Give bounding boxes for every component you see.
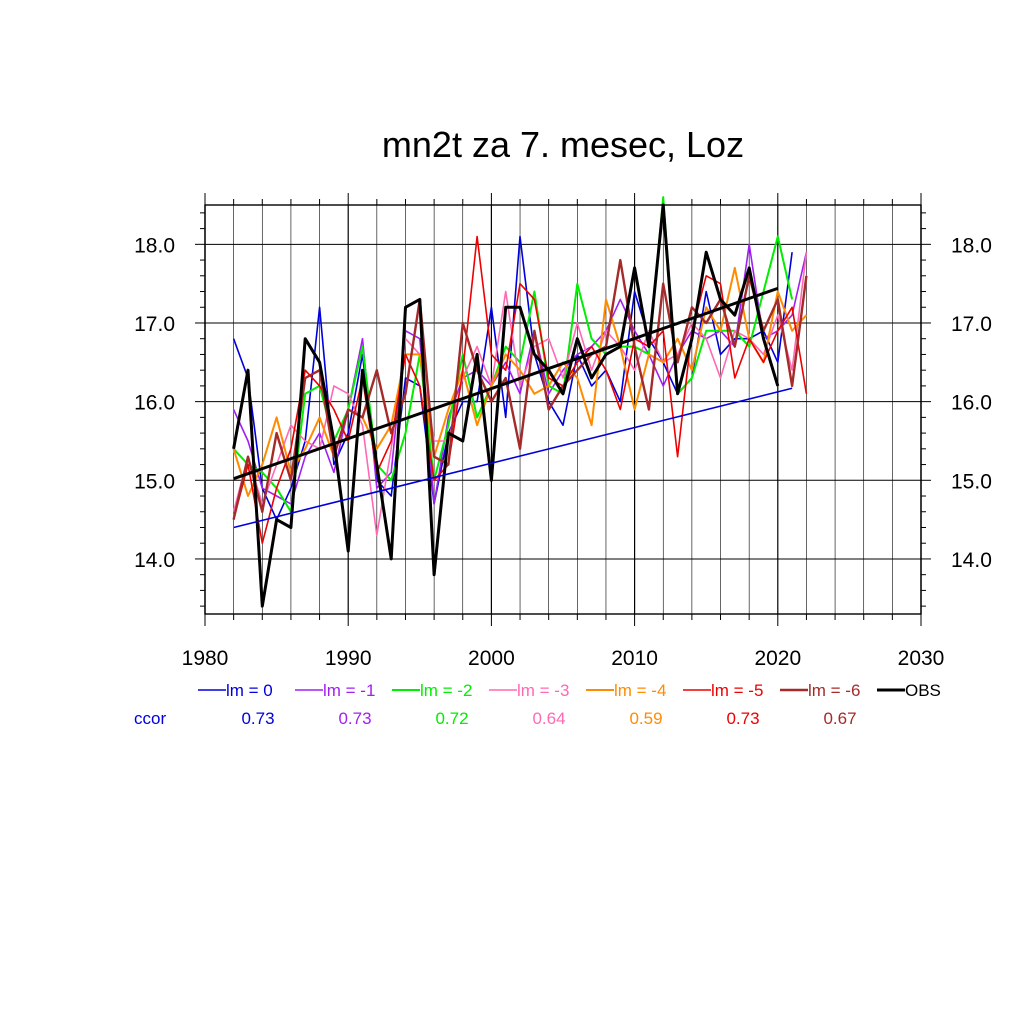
x-tick-label: 2030 bbox=[898, 647, 945, 670]
legend-label-lm-6: lm = -6 bbox=[808, 681, 860, 700]
y-tick-label-left: 14.0 bbox=[134, 549, 175, 572]
grid-lines bbox=[204, 205, 922, 614]
ccor-value-lm-4: 0.59 bbox=[629, 709, 662, 728]
y-tick-label-left: 17.0 bbox=[134, 313, 175, 336]
series-line-lm-5 bbox=[232, 235, 808, 545]
legend-label-lm-0: lm = 0 bbox=[226, 681, 273, 700]
ccor-label: ccor bbox=[134, 709, 166, 728]
y-tick-label-right: 18.0 bbox=[951, 234, 992, 257]
legend-label-lm-2: lm = -2 bbox=[420, 681, 472, 700]
legend-label-lm-1: lm = -1 bbox=[323, 681, 375, 700]
legend-label-obs: OBS bbox=[905, 681, 941, 700]
legend-label-lm-5: lm = -5 bbox=[711, 681, 763, 700]
data-series bbox=[232, 196, 808, 608]
series-line-obs bbox=[232, 203, 780, 608]
ccor-value-lm-6: 0.67 bbox=[823, 709, 856, 728]
chart-title: mn2t za 7. mesec, Loz bbox=[382, 124, 744, 165]
ccor-value-lm-0: 0.73 bbox=[241, 709, 274, 728]
legend: ccor lm = 0 0.73 lm = -1 0.73 lm = -2 0.72 lm =… bbox=[134, 681, 941, 728]
trend-line-lm-0 bbox=[233, 387, 793, 529]
x-tick-label: 2020 bbox=[754, 647, 801, 670]
x-tick-label: 1980 bbox=[182, 647, 229, 670]
series-line-lm-6 bbox=[232, 258, 808, 520]
y-tick-label-right: 17.0 bbox=[951, 313, 992, 336]
x-tick-label: 1990 bbox=[325, 647, 372, 670]
ccor-value-lm-5: 0.73 bbox=[726, 709, 759, 728]
legend-label-lm-4: lm = -4 bbox=[614, 681, 666, 700]
y-tick-label-right: 15.0 bbox=[951, 470, 992, 493]
ccor-value-lm-1: 0.73 bbox=[338, 709, 371, 728]
x-tick-label: 2010 bbox=[611, 647, 658, 670]
y-tick-label-left: 16.0 bbox=[134, 392, 175, 415]
ccor-value-lm-2: 0.72 bbox=[435, 709, 468, 728]
y-tick-label-right: 16.0 bbox=[951, 392, 992, 415]
legend-label-lm-3: lm = -3 bbox=[517, 681, 569, 700]
axes: 1980 1990 2000 2010 2020 2030 14.0 14.0 15.0 15.0… bbox=[134, 193, 992, 670]
y-tick-label-left: 18.0 bbox=[134, 234, 175, 257]
y-tick-label-right: 14.0 bbox=[951, 549, 992, 572]
y-tick-label-left: 15.0 bbox=[134, 470, 175, 493]
ccor-value-lm-3: 0.64 bbox=[532, 709, 565, 728]
trend-line-obs bbox=[233, 286, 779, 481]
x-tick-label: 2000 bbox=[468, 647, 515, 670]
plot-frame bbox=[204, 204, 922, 615]
series-line-lm-1 bbox=[232, 243, 808, 505]
